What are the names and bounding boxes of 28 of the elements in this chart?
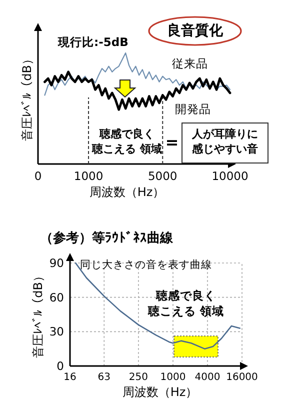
text: 現行比:-5dB	[57, 35, 128, 49]
x-axis-title: 周波数（Hz）	[89, 185, 165, 199]
y-tick-label: 0	[56, 359, 64, 373]
annotation: 人が耳障りに感じやすい音	[191, 128, 258, 156]
x-tick-label: 4000	[194, 372, 220, 383]
x-tick-label: 1000	[74, 169, 104, 183]
x-tick-label: 10000	[212, 169, 248, 183]
y-tick-label: 60	[49, 290, 64, 304]
y-axis-title: 音圧ﾚﾍﾞﾙ（dB）	[20, 53, 34, 141]
series-label: 従来品	[172, 56, 208, 71]
annotation: 同じ大きさの音を表す曲線	[80, 258, 212, 271]
x-tick-label: 16000	[226, 372, 258, 383]
x-tick-label: 0	[34, 169, 42, 183]
x-axis-title: 周波数（Hz）	[122, 385, 198, 399]
y-tick-label: 30	[49, 324, 64, 339]
annotation: ＝	[163, 132, 181, 153]
y-tick-label: 90	[49, 256, 64, 270]
annotation: 聴感で良く聴こえる 領域	[91, 128, 162, 156]
x-tick-label: 5000	[148, 169, 178, 183]
x-tick-label: 63	[98, 372, 110, 383]
x-tick-label: 1000	[160, 372, 186, 383]
y-axis-title: 音圧ﾚﾍﾞﾙ（dB）	[31, 270, 45, 358]
series-label: 開発品	[175, 102, 211, 116]
x-tick-label: 250	[128, 372, 148, 383]
x-tick-label: 16	[64, 372, 76, 383]
text: 良音質化	[167, 22, 224, 39]
annotation: 聴感で良く聴こえる 領域	[146, 288, 224, 318]
chart-title: （参考）等ﾗｳﾄﾞﾈｽ曲線	[40, 230, 174, 246]
